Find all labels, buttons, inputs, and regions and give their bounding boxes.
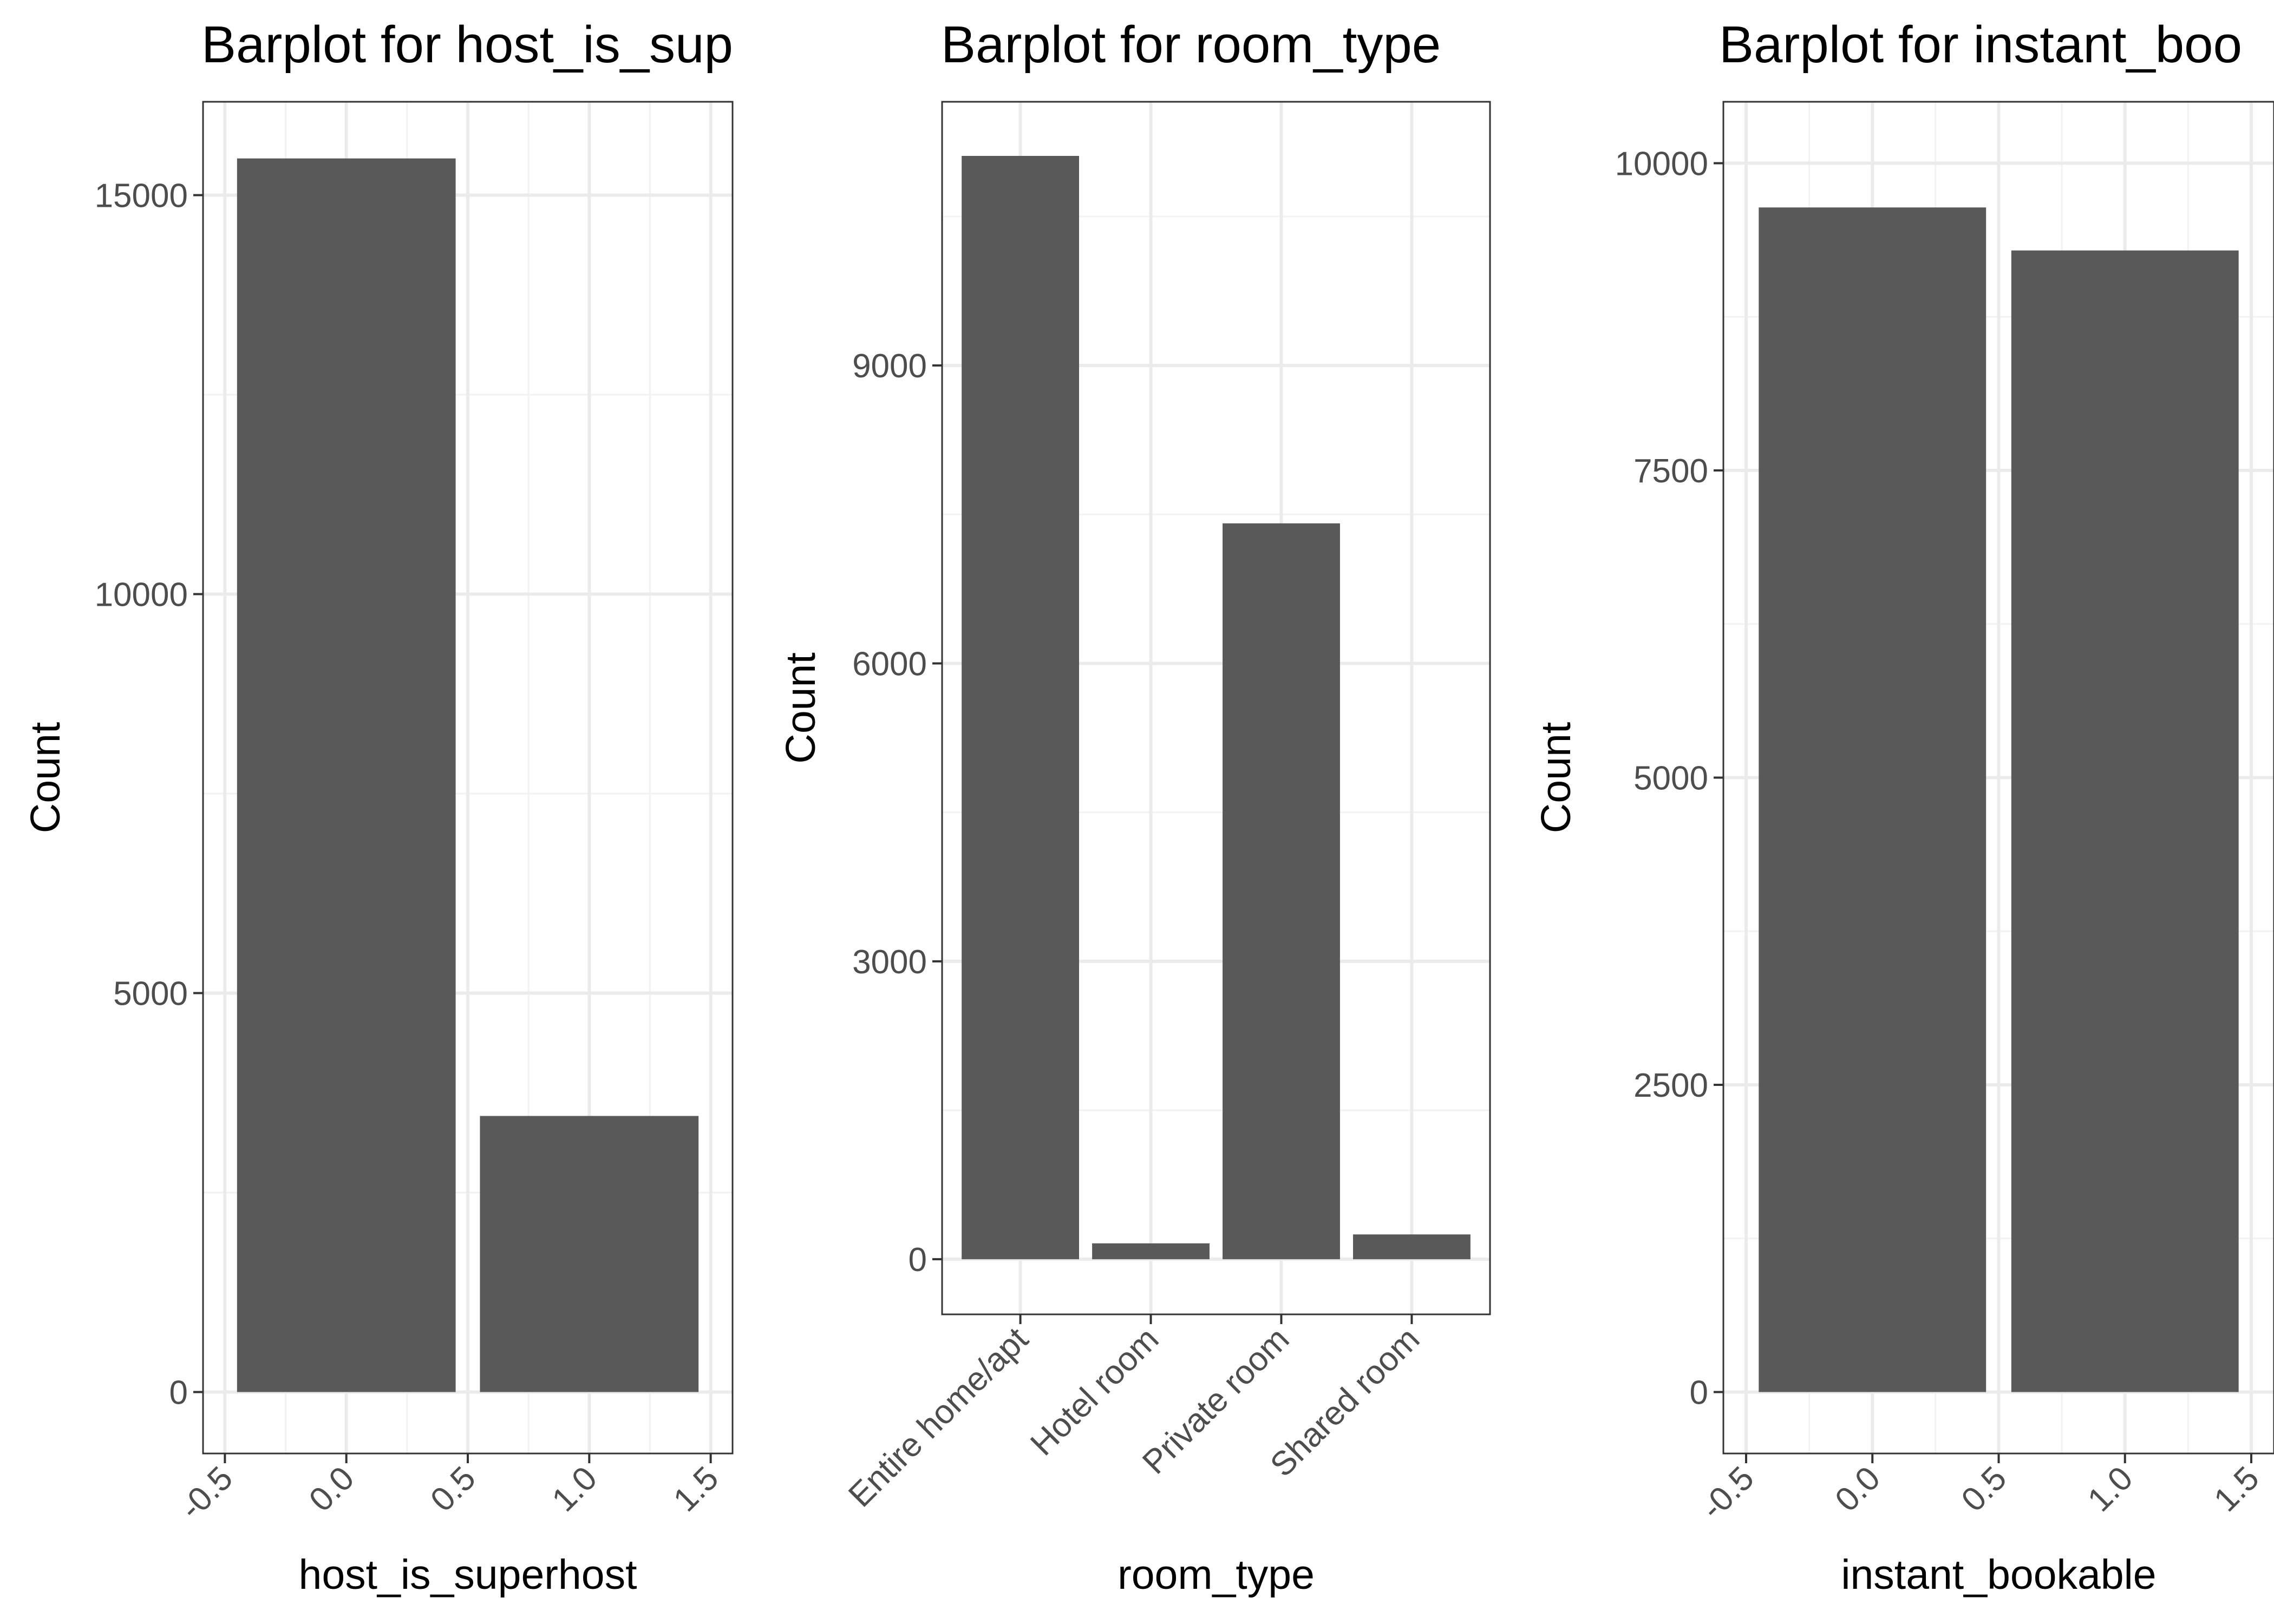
x-tick-label: 1.0	[2081, 1459, 2140, 1519]
y-tick-label: 5000	[1633, 760, 1708, 797]
y-tick-label: 15000	[95, 177, 188, 214]
bar	[2011, 250, 2239, 1392]
y-tick-label: 3000	[852, 944, 927, 981]
x-tick-label: 0.5	[1955, 1459, 2014, 1519]
bar	[962, 155, 1079, 1260]
chart-title: Barplot for room_type	[941, 16, 1441, 74]
x-tick-label: 1.5	[2207, 1459, 2266, 1519]
bar	[1223, 523, 1340, 1260]
y-axis-title: Count	[1533, 722, 1579, 833]
chart-panel-3: 0 2500 5000 7500 10000 -0.5 0.0 0.5 1.0 1.5 Barplo…	[1533, 16, 2274, 1598]
x-tick-label: -0.5	[1694, 1459, 1761, 1527]
bar	[237, 158, 456, 1392]
bar	[1353, 1234, 1471, 1260]
x-tick-label: 0.0	[1828, 1459, 1887, 1519]
bar	[1759, 207, 1987, 1392]
chart-title: Barplot for host_is_sup	[201, 16, 733, 74]
x-tick-label: Entire home/apt	[841, 1320, 1035, 1514]
y-tick-label: 2500	[1633, 1067, 1708, 1104]
x-tick-label: 0.0	[302, 1459, 362, 1519]
panel-border	[941, 101, 1491, 1315]
bar	[480, 1116, 699, 1392]
y-axis-title: Count	[22, 722, 69, 833]
x-axis-title: room_type	[1118, 1551, 1315, 1598]
y-tick-label: 5000	[113, 975, 188, 1012]
y-tick-label: 10000	[1615, 146, 1708, 183]
y-tick-label: 0	[1690, 1374, 1708, 1412]
x-axis-title: instant_bookable	[1841, 1551, 2156, 1598]
y-tick-label: 0	[169, 1374, 188, 1412]
bar	[1092, 1243, 1210, 1260]
chart-panel-1: 0 5000 10000 15000 -0.5 0.0 0.5 1.0 1.5 Barplot f…	[22, 16, 734, 1598]
x-tick-label: 1.5	[666, 1459, 726, 1519]
y-tick-label: 0	[909, 1241, 927, 1279]
x-axis-title: host_is_superhost	[299, 1551, 637, 1598]
y-tick-label: 10000	[95, 576, 188, 613]
y-tick-label: 9000	[852, 348, 927, 385]
x-tick-label: -0.5	[173, 1459, 240, 1527]
x-tick-label: 0.5	[423, 1459, 483, 1519]
x-tick-label: Hotel room	[1023, 1320, 1166, 1463]
y-axis-title: Count	[777, 652, 824, 763]
chart-title: Barplot for instant_boo	[1719, 16, 2242, 74]
x-tick-label: 1.0	[545, 1459, 604, 1519]
y-tick-label: 6000	[852, 645, 927, 683]
y-tick-label: 7500	[1633, 453, 1708, 490]
